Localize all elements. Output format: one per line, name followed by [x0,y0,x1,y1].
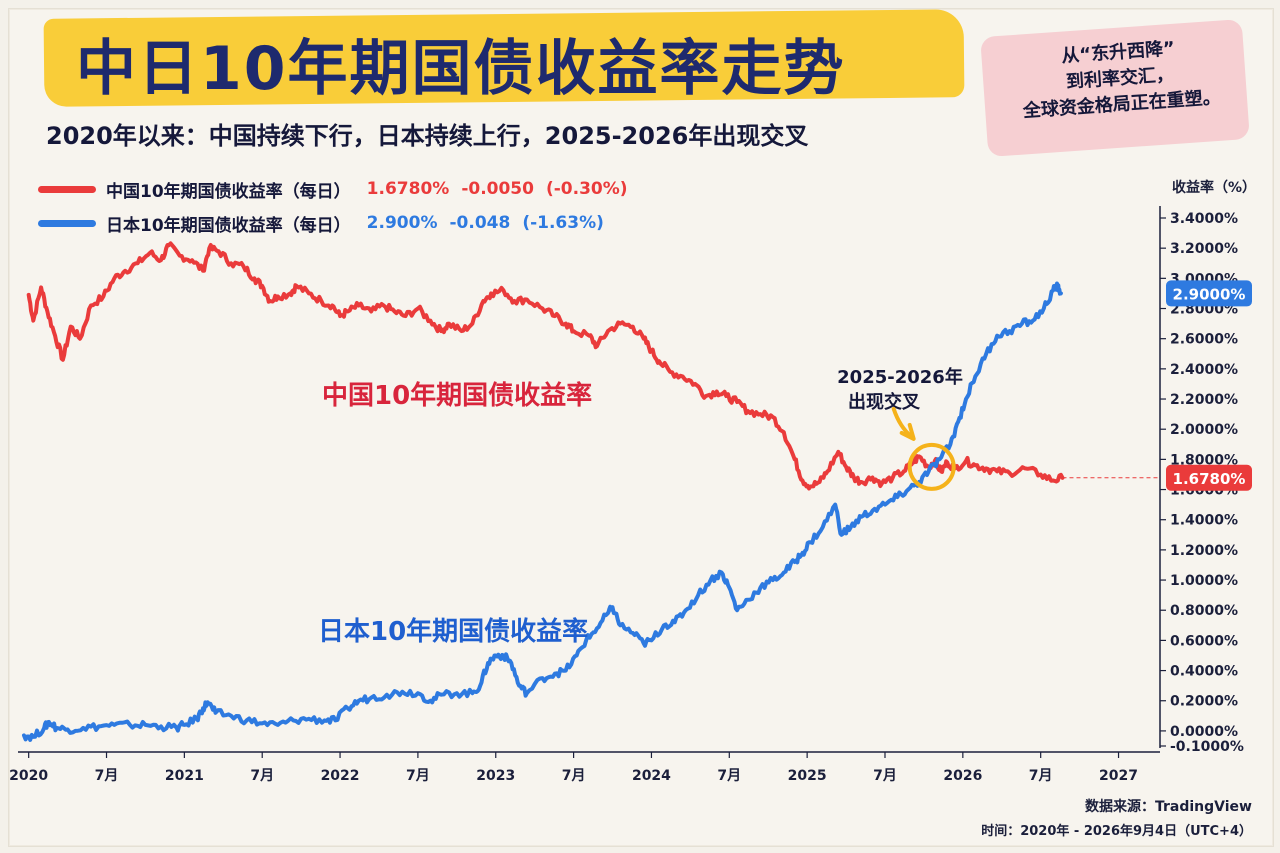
page-subtitle: 2020年以来：中国持续下行，日本持续上行，2025-2026年出现交叉 [46,122,809,150]
last-value-label-china: 1.6780% [1173,470,1246,488]
legend-pct-japan: (-1.63%) [522,213,604,233]
y-tick-label: 0.0000% [1170,724,1238,740]
legend-swatch-japan [38,219,96,227]
last-value-badge-japan [1166,280,1252,307]
y-tick-label: 3.2000% [1170,241,1238,257]
x-tick-label: 2021 [165,768,204,784]
y-tick-label: 1.4000% [1170,513,1238,529]
series-line-japan [22,281,1063,742]
crossover-arrow-head [899,422,916,441]
page-title: 中日10年期国债收益率走势 [76,34,846,104]
y-tick-label: 2.6000% [1170,332,1238,348]
y-tick-label: 0.6000% [1170,633,1238,649]
x-tick-label: 2022 [321,768,360,784]
legend-name-china: 中国10年期国债收益率（每日） [106,181,351,202]
y-tick-label: 0.4000% [1170,664,1238,680]
legend-pct-china: (-0.30%) [545,179,628,199]
annotation-japan-label: 日本10年期国债收益率 [318,616,588,647]
legend-item-china: 中国10年期国债收益率（每日） 1.6780% -0.0050 (-0.30%) [38,172,640,206]
y-tick-label: 2.2000% [1170,392,1238,408]
chart-legend: 中国10年期国债收益率（每日） 1.6780% -0.0050 (-0.30%)… [38,172,640,240]
y-tick-label: 2.0000% [1170,422,1238,438]
x-tick-label: 2026 [943,768,982,784]
y-tick-label: 0.2000% [1170,694,1238,710]
annotation-crossover-line1: 2025-2026年 [837,366,963,388]
legend-last-japan: 2.900% [366,213,438,233]
time-range: 时间：2020年 - 2026年9月4日（UTC+4） [981,824,1252,839]
last-value-badge-china [1166,464,1252,491]
legend-item-japan: 日本10年期国债收益率（每日） 2.900% -0.048 (-1.63%) [38,206,640,240]
x-tick-label: 2025 [788,768,827,784]
crossover-circle [907,442,956,491]
x-tick-label: 7月 [250,768,274,784]
y-tick-label: 1.8000% [1170,452,1238,468]
x-tick-label: 7月 [1029,768,1053,784]
x-tick-label: 7月 [406,768,430,784]
y-tick-label: 2.4000% [1170,362,1238,378]
x-tick-label: 2027 [1099,768,1138,784]
data-source: 数据来源：TradingView [1085,799,1252,815]
last-value-label-japan: 2.9000% [1173,285,1246,303]
x-tick-label: 7月 [873,768,897,784]
annotation-crossover-line2: 出现交叉 [848,391,921,413]
legend-swatch-china [38,185,96,193]
y-tick-label: -0.1000% [1170,739,1244,755]
x-tick-label: 7月 [717,768,741,784]
x-tick-label: 7月 [562,768,586,784]
legend-change-japan: -0.048 [449,213,511,233]
legend-name-japan: 日本10年期国债收益率（每日） [106,215,351,236]
annotation-china-label: 中国10年期国债收益率 [322,380,592,411]
y-axis-title: 收益率（%） [1172,179,1256,196]
legend-last-china: 1.6780% [366,179,450,199]
x-tick-label: 2023 [476,768,515,784]
x-tick-label: 2024 [632,768,671,784]
x-tick-label: 7月 [95,768,119,784]
x-tick-label: 2020 [9,768,48,784]
y-tick-label: 1.2000% [1170,543,1238,559]
y-tick-label: 0.8000% [1170,603,1238,619]
y-tick-label: 3.4000% [1170,211,1238,227]
y-tick-label: 1.0000% [1170,573,1238,589]
series-line-china [26,241,1065,491]
legend-change-china: -0.0050 [461,179,534,199]
